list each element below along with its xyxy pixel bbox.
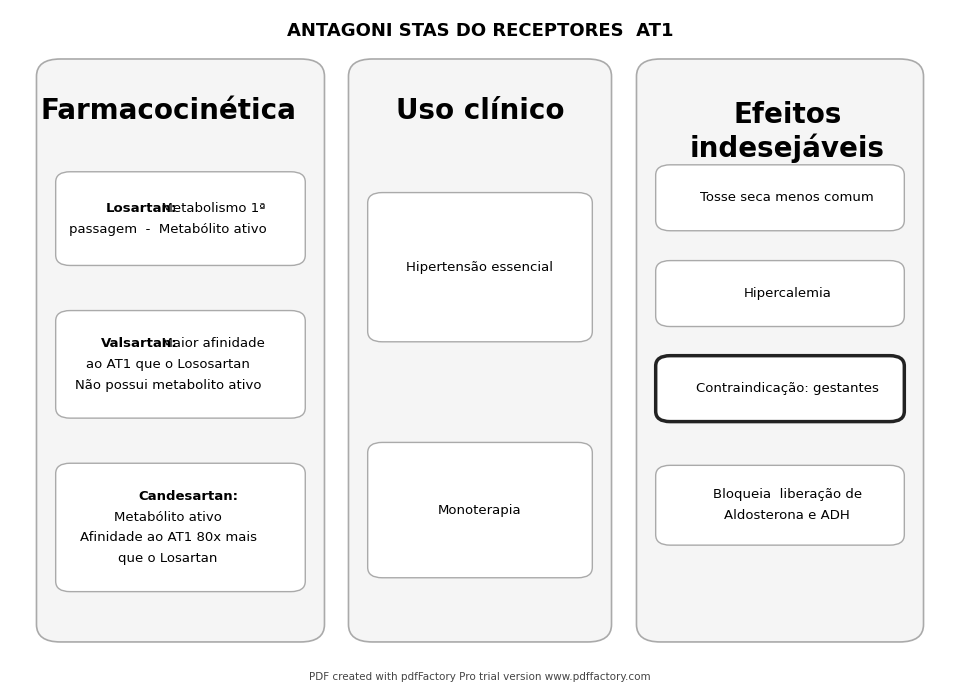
FancyBboxPatch shape bbox=[348, 59, 612, 642]
FancyBboxPatch shape bbox=[368, 193, 592, 342]
FancyBboxPatch shape bbox=[368, 443, 592, 577]
Text: Farmacocinética: Farmacocinética bbox=[40, 97, 296, 125]
Text: Contraindicação: gestantes: Contraindicação: gestantes bbox=[696, 382, 878, 395]
Text: Bloqueia  liberação de: Bloqueia liberação de bbox=[712, 489, 862, 501]
FancyBboxPatch shape bbox=[56, 464, 305, 591]
Text: Hipercalemia: Hipercalemia bbox=[743, 287, 831, 300]
Text: Uso clínico: Uso clínico bbox=[396, 97, 564, 125]
Text: Tosse seca menos comum: Tosse seca menos comum bbox=[701, 192, 874, 204]
Text: ANTAGONI STAS DO RECEPTORES  AT1: ANTAGONI STAS DO RECEPTORES AT1 bbox=[287, 22, 673, 40]
Text: Losartan:: Losartan: bbox=[106, 202, 177, 214]
FancyBboxPatch shape bbox=[636, 59, 924, 642]
FancyBboxPatch shape bbox=[56, 172, 305, 266]
Text: Efeitos
indesejáveis: Efeitos indesejáveis bbox=[689, 101, 885, 163]
Text: Aldosterona e ADH: Aldosterona e ADH bbox=[725, 509, 850, 522]
Text: ao AT1 que o Lososartan: ao AT1 que o Lososartan bbox=[86, 358, 250, 371]
Text: Metabolismo 1ª: Metabolismo 1ª bbox=[153, 202, 265, 214]
Text: Afinidade ao AT1 80x mais: Afinidade ao AT1 80x mais bbox=[80, 532, 256, 544]
FancyBboxPatch shape bbox=[656, 165, 904, 230]
Text: Maior afinidade: Maior afinidade bbox=[153, 337, 265, 350]
FancyBboxPatch shape bbox=[36, 59, 324, 642]
Text: Hipertensão essencial: Hipertensão essencial bbox=[406, 261, 554, 273]
Text: PDF created with pdfFactory Pro trial version www.pdffactory.com: PDF created with pdfFactory Pro trial ve… bbox=[309, 672, 651, 682]
Text: Monoterapia: Monoterapia bbox=[438, 504, 522, 516]
FancyBboxPatch shape bbox=[56, 311, 305, 418]
FancyBboxPatch shape bbox=[656, 261, 904, 327]
Text: passagem  -  Metabólito ativo: passagem - Metabólito ativo bbox=[69, 223, 267, 235]
FancyBboxPatch shape bbox=[656, 355, 904, 421]
Text: Não possui metabolito ativo: Não possui metabolito ativo bbox=[75, 379, 261, 391]
Text: Metabólito ativo: Metabólito ativo bbox=[114, 511, 222, 523]
FancyBboxPatch shape bbox=[656, 466, 904, 545]
Text: que o Losartan: que o Losartan bbox=[118, 552, 218, 565]
Text: Candesartan:: Candesartan: bbox=[138, 490, 238, 502]
Text: Valsartan:: Valsartan: bbox=[101, 337, 178, 350]
